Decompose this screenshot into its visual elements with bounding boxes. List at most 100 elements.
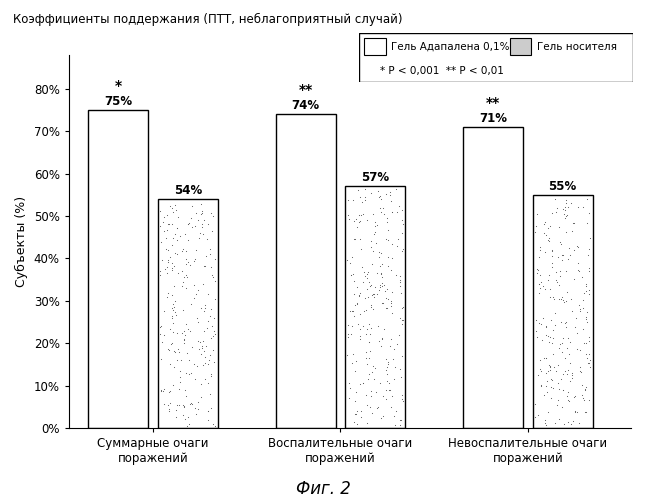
Point bbox=[182, 422, 193, 430]
Point bbox=[371, 220, 382, 228]
Point bbox=[162, 292, 172, 300]
Point bbox=[391, 208, 402, 216]
Point bbox=[154, 323, 165, 331]
Point bbox=[391, 340, 402, 348]
Text: 55%: 55% bbox=[548, 180, 577, 192]
Point bbox=[575, 304, 585, 312]
Point bbox=[560, 320, 570, 328]
Point bbox=[561, 228, 571, 236]
Point bbox=[180, 415, 191, 423]
Point bbox=[542, 376, 552, 384]
Point bbox=[364, 282, 375, 290]
Point bbox=[171, 406, 182, 414]
Point bbox=[158, 388, 168, 396]
Point bbox=[358, 379, 368, 387]
Point bbox=[361, 354, 371, 362]
Point bbox=[170, 348, 180, 356]
Point bbox=[167, 241, 177, 249]
Point bbox=[563, 350, 574, 358]
Point bbox=[360, 294, 370, 302]
Point bbox=[379, 282, 389, 290]
Point bbox=[534, 280, 545, 288]
Point bbox=[554, 282, 564, 290]
Point bbox=[557, 334, 568, 342]
Point bbox=[375, 380, 385, 388]
Point bbox=[375, 262, 385, 270]
Point bbox=[375, 281, 385, 289]
Point bbox=[536, 336, 547, 344]
Point bbox=[179, 336, 189, 344]
Point bbox=[346, 330, 357, 338]
Point bbox=[183, 220, 193, 228]
Point bbox=[548, 350, 558, 358]
Point bbox=[574, 302, 584, 310]
Point bbox=[180, 386, 191, 394]
Point bbox=[362, 285, 372, 293]
Point bbox=[206, 334, 216, 342]
Point bbox=[368, 230, 379, 237]
Point bbox=[362, 402, 372, 409]
Point bbox=[350, 410, 360, 418]
Point bbox=[397, 316, 408, 324]
Point bbox=[370, 283, 380, 291]
Point bbox=[581, 314, 591, 322]
Point bbox=[397, 228, 407, 236]
Point bbox=[349, 397, 360, 405]
Point bbox=[360, 390, 371, 398]
Point bbox=[208, 274, 218, 281]
Point bbox=[534, 270, 545, 278]
Point bbox=[382, 295, 393, 303]
Point bbox=[397, 391, 408, 399]
Point bbox=[562, 392, 572, 400]
Point bbox=[178, 411, 188, 419]
Point bbox=[352, 408, 362, 416]
Point bbox=[155, 330, 165, 338]
Point bbox=[172, 224, 182, 232]
Point bbox=[181, 271, 191, 279]
Point bbox=[168, 234, 178, 242]
Point bbox=[159, 331, 169, 339]
Point bbox=[174, 348, 184, 356]
Point bbox=[183, 258, 193, 266]
Point bbox=[572, 266, 583, 274]
Point bbox=[570, 314, 581, 322]
Point bbox=[182, 220, 193, 228]
Point bbox=[196, 380, 207, 388]
Point bbox=[391, 407, 401, 415]
Point bbox=[569, 394, 579, 402]
Y-axis label: Субъекты (%): Субъекты (%) bbox=[15, 196, 28, 287]
Point bbox=[575, 368, 585, 376]
Point bbox=[346, 271, 357, 279]
Point bbox=[544, 360, 554, 368]
Point bbox=[199, 262, 209, 270]
Text: 57%: 57% bbox=[361, 172, 389, 184]
Point bbox=[583, 358, 593, 366]
Point bbox=[207, 322, 217, 330]
Point bbox=[164, 405, 174, 413]
Point bbox=[370, 218, 380, 226]
Point bbox=[166, 340, 176, 348]
Point bbox=[536, 320, 547, 328]
Point bbox=[172, 236, 182, 244]
Point bbox=[382, 285, 392, 293]
Point bbox=[181, 260, 191, 268]
Point bbox=[567, 374, 577, 382]
Point bbox=[364, 320, 375, 328]
Point bbox=[543, 276, 553, 283]
Point bbox=[384, 191, 395, 199]
Point bbox=[209, 314, 220, 322]
Point bbox=[563, 244, 574, 252]
Point bbox=[534, 242, 545, 250]
Point bbox=[541, 322, 551, 330]
Point bbox=[357, 322, 368, 330]
Point bbox=[398, 316, 408, 324]
Point bbox=[356, 412, 366, 420]
Point bbox=[382, 370, 392, 378]
Point bbox=[578, 391, 588, 399]
Point bbox=[388, 240, 398, 248]
Point bbox=[165, 253, 175, 261]
Point bbox=[581, 282, 592, 290]
Point bbox=[167, 204, 177, 212]
Point bbox=[540, 286, 550, 294]
Point bbox=[355, 289, 365, 297]
